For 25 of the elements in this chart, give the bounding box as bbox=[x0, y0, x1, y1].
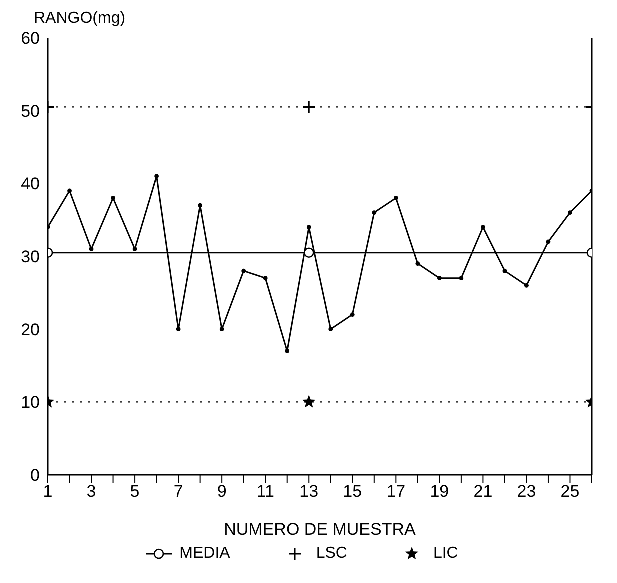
x-tick-label: 7 bbox=[174, 482, 184, 502]
y-tick-label: 30 bbox=[21, 248, 40, 267]
y-tick-label: 0 bbox=[30, 466, 40, 486]
x-tick-label: 1 bbox=[43, 482, 53, 502]
legend-label: LIC bbox=[433, 545, 458, 563]
legend-label: MEDIA bbox=[180, 545, 230, 563]
x-tick-label: 19 bbox=[430, 482, 450, 502]
x-tick-label: 23 bbox=[517, 482, 536, 502]
x-tick-label: 15 bbox=[343, 482, 362, 502]
x-tick-label: 9 bbox=[217, 482, 227, 502]
x-tick-label: 5 bbox=[130, 482, 140, 502]
x-tick-label: 25 bbox=[560, 482, 580, 502]
x-axis-title: NUMERO DE MUESTRA bbox=[224, 520, 417, 539]
x-tick-label: 11 bbox=[256, 482, 274, 502]
x-tick-label: 13 bbox=[300, 482, 319, 502]
legend-label: LSC bbox=[316, 545, 348, 563]
x-tick-label: 21 bbox=[474, 482, 493, 502]
x-tick-label: 17 bbox=[386, 482, 406, 502]
y-tick-label: 10 bbox=[21, 393, 40, 412]
x-tick-label: 3 bbox=[86, 482, 96, 502]
y-tick-label: 60 bbox=[21, 29, 40, 48]
y-tick-label: 50 bbox=[21, 102, 40, 121]
y-tick-label: 20 bbox=[21, 320, 40, 340]
y-tick-label: 40 bbox=[21, 174, 40, 194]
y-axis-title: RANGO(mg) bbox=[34, 10, 126, 28]
